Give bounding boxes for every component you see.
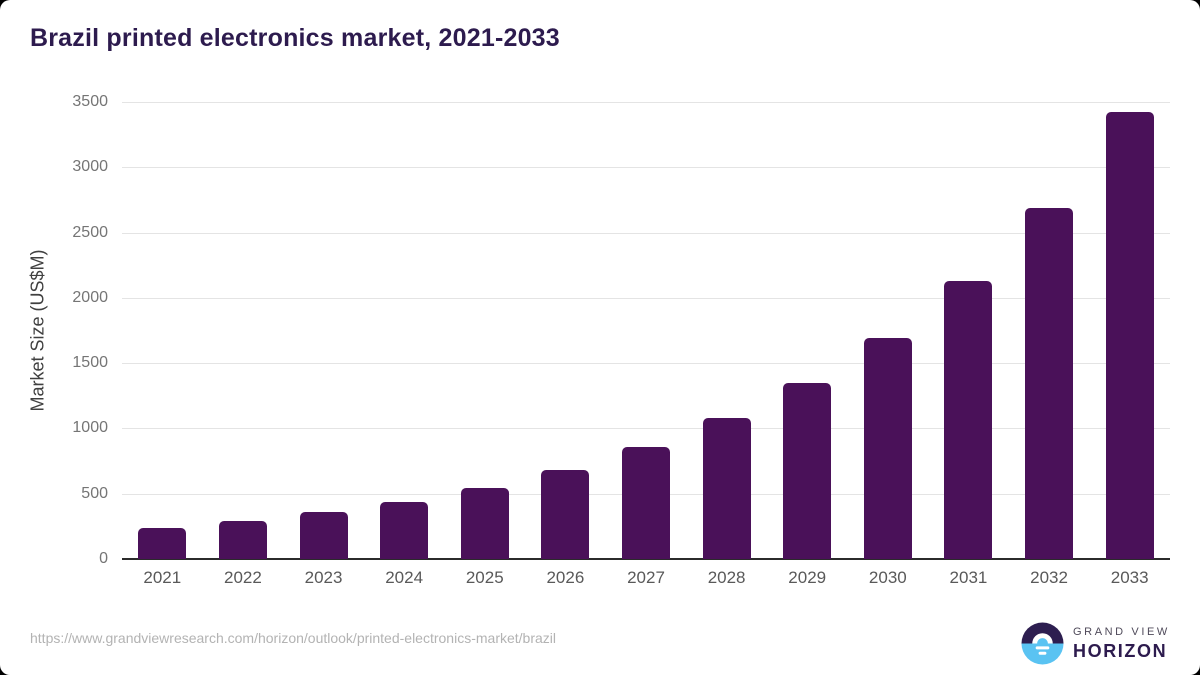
x-tick-label-2028: 2028 (707, 568, 746, 587)
gridline-2500 (122, 232, 1170, 234)
bar-2027 (622, 447, 670, 559)
bar-2028 (702, 417, 751, 559)
bar-2023 (299, 511, 348, 559)
horizon-sun-icon (1021, 622, 1064, 665)
gridline-3000 (122, 167, 1170, 169)
source-url: https://www.grandviewresearch.com/horizo… (30, 630, 556, 646)
x-tick-label-2025: 2025 (465, 568, 504, 587)
y-axis-title: Market Size (US$M) (27, 249, 48, 412)
bar-2022 (218, 521, 267, 559)
x-tick-label-2030: 2030 (868, 568, 907, 587)
bar-2029 (783, 383, 832, 559)
bar-2031 (944, 280, 993, 559)
y-tick-label-0: 0 (99, 550, 108, 567)
grand-view-horizon-logo: GRAND VIEW HORIZON (1021, 622, 1170, 665)
x-tick-label-2026: 2026 (546, 568, 585, 587)
x-tick-label-2033: 2033 (1110, 568, 1149, 587)
x-tick-label-2024: 2024 (385, 568, 424, 587)
bar-2025 (460, 487, 509, 559)
x-tick-label-2021: 2021 (143, 568, 182, 587)
plot-area (122, 102, 1170, 560)
bar-2033 (1105, 112, 1154, 559)
logo-grand-view-label: GRAND VIEW (1073, 626, 1170, 638)
x-tick-label-2032: 2032 (1030, 568, 1068, 587)
y-tick-label-3000: 3000 (72, 158, 108, 176)
gridline-3500 (122, 102, 1170, 103)
y-tick-label-1000: 1000 (72, 419, 108, 437)
x-tick-label-2031: 2031 (949, 568, 988, 587)
x-tick-label-2022: 2022 (224, 568, 262, 587)
y-tick-label-3500: 3500 (72, 93, 108, 110)
x-axis-line (122, 558, 1170, 560)
y-tick-label-2500: 2500 (72, 223, 108, 241)
x-tick-label-2027: 2027 (627, 568, 665, 587)
bar-2026 (541, 469, 590, 559)
x-tick-label-2023: 2023 (304, 568, 343, 587)
y-tick-label-500: 500 (81, 484, 108, 502)
y-tick-label-2000: 2000 (72, 288, 108, 306)
bar-2021 (138, 528, 187, 559)
gridline-1000 (122, 428, 1170, 430)
y-tick-label-1500: 1500 (72, 354, 108, 372)
bar-2030 (863, 338, 912, 559)
logo-horizon-label: HORIZON (1073, 641, 1168, 661)
gridline-2000 (122, 297, 1170, 299)
bar-2024 (380, 501, 429, 559)
bar-2032 (1025, 207, 1074, 559)
logo-text: GRAND VIEW HORIZON (1073, 626, 1170, 661)
gridline-1500 (122, 363, 1170, 365)
x-tick-label-2029: 2029 (788, 568, 827, 587)
chart-title: Brazil printed electronics market, 2021-… (30, 24, 560, 52)
